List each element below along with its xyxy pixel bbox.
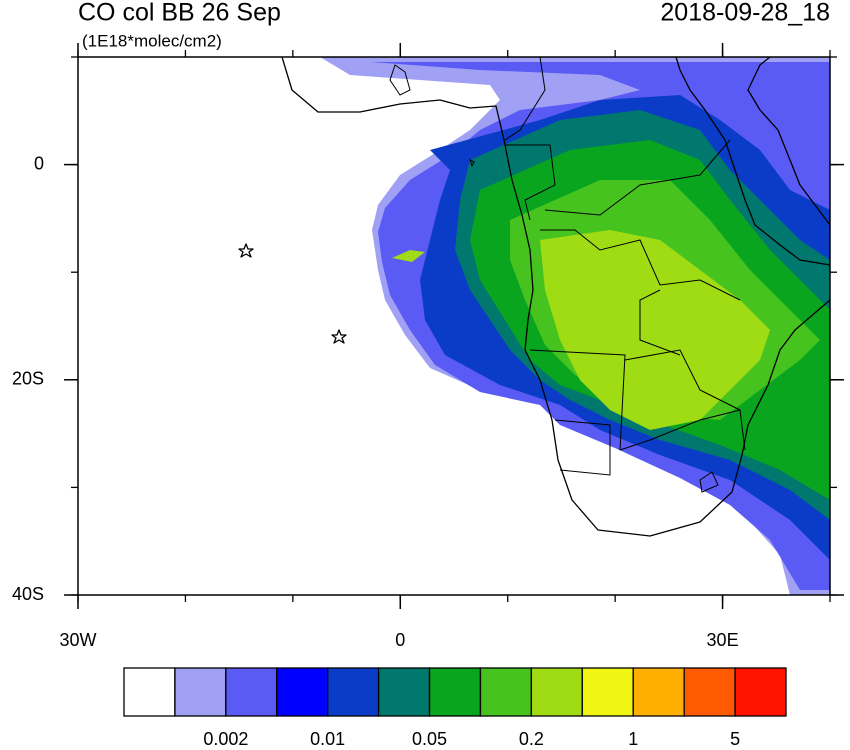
x-tick-label: 0 bbox=[395, 630, 405, 650]
colorbar-label: 0.2 bbox=[519, 729, 544, 749]
colorbar-box bbox=[734, 667, 787, 717]
colorbar-box bbox=[581, 667, 634, 717]
units: (1E18*molec/cm2) bbox=[82, 31, 222, 50]
colorbar-label: 0.01 bbox=[310, 729, 345, 749]
coastline bbox=[675, 56, 831, 266]
colorbar-label: 5 bbox=[730, 729, 740, 749]
star bbox=[331, 329, 347, 344]
date: 2018-09-28_18 bbox=[660, 0, 830, 27]
border bbox=[504, 56, 746, 493]
y-tick-label: 40S bbox=[12, 584, 44, 604]
colorbar-box bbox=[479, 667, 533, 717]
plot-frame bbox=[77, 56, 831, 596]
island bbox=[389, 64, 475, 168]
x-tick-label: 30W bbox=[59, 630, 96, 650]
colorbar-label: 0.05 bbox=[412, 729, 447, 749]
colorbar-box bbox=[530, 667, 583, 717]
co-plume bbox=[320, 57, 830, 595]
colorbar-label: 1 bbox=[628, 729, 638, 749]
colorbar-label: 0.002 bbox=[203, 729, 248, 749]
colorbar-box bbox=[174, 667, 227, 717]
colorbar-box bbox=[632, 667, 685, 717]
y-tick-label: 20S bbox=[12, 369, 44, 389]
x-tick-label: 30E bbox=[707, 630, 739, 650]
colorbar-box bbox=[428, 667, 482, 717]
plume-contour bbox=[540, 230, 770, 430]
plume-contour bbox=[392, 250, 425, 262]
colorbar-box bbox=[276, 667, 329, 717]
y-tick-label: 0 bbox=[34, 153, 44, 173]
title: CO col BB 26 Sep bbox=[78, 0, 281, 27]
star bbox=[238, 243, 254, 258]
colorbar-box bbox=[123, 667, 176, 717]
colorbar-box bbox=[327, 667, 380, 717]
coastlines bbox=[238, 56, 831, 537]
colorbar-box bbox=[377, 667, 431, 717]
colorbar-box bbox=[225, 667, 278, 717]
colorbar-box bbox=[683, 667, 736, 717]
coastline bbox=[747, 56, 831, 226]
